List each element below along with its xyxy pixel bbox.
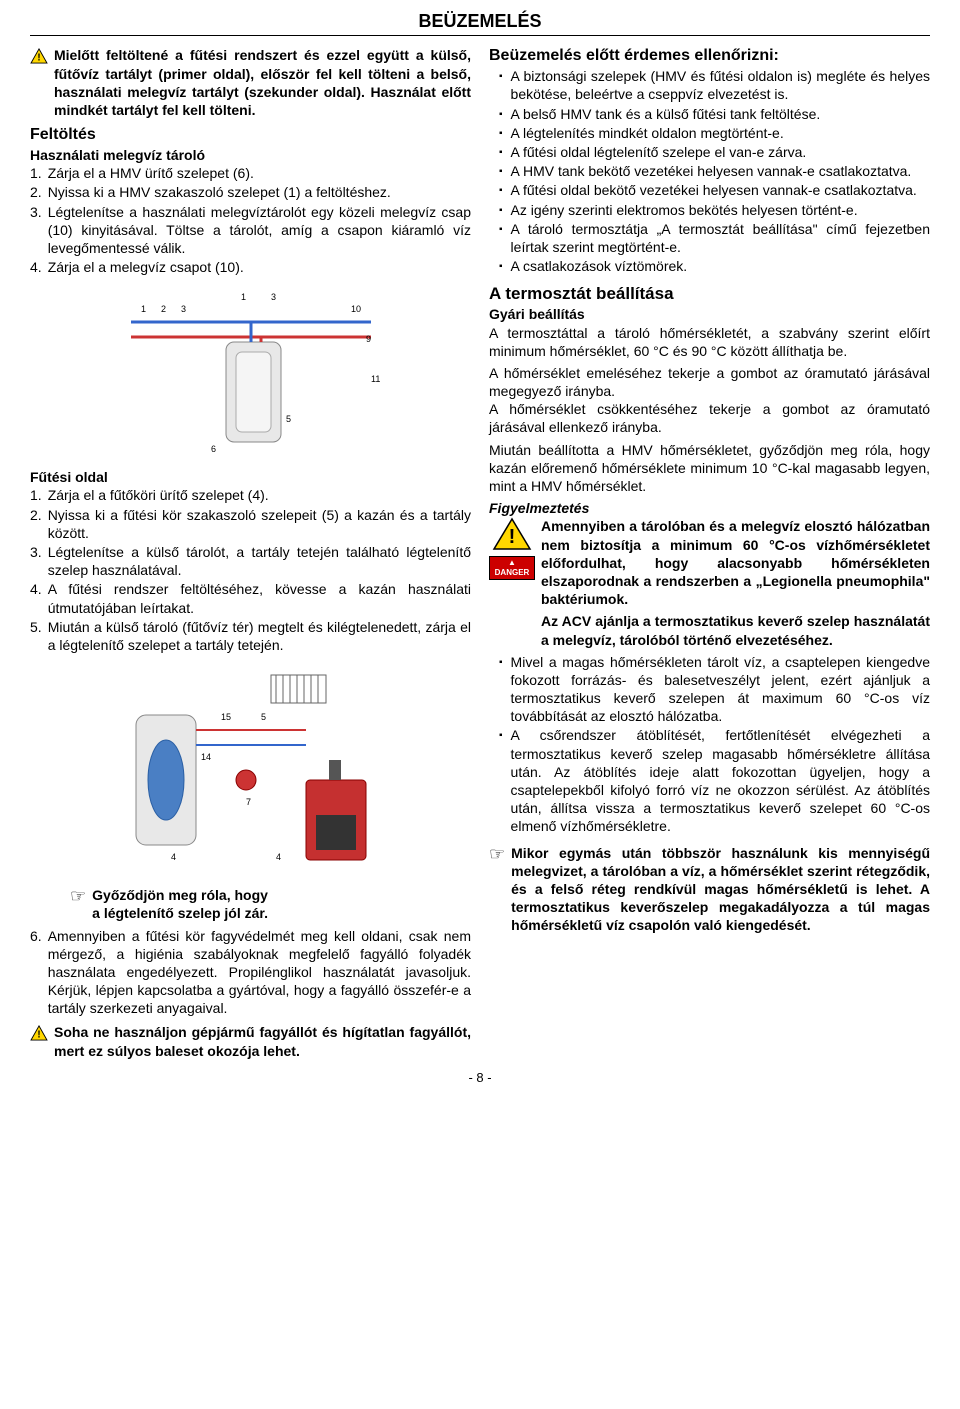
after-set-text: Miután beállította a HMV hőmérsékletet, … [489,441,930,496]
right-column: Beüzemelés előtt érdemes ellenőrizni: A … [489,40,930,1059]
hmv-step: Zárja el a HMV ürítő szelepet (6). [48,164,254,182]
lower-text: A hőmérséklet csökkentéséhez tekerje a g… [489,400,930,436]
check-item: A biztonsági szelepek (HMV és fűtési old… [511,67,930,103]
danger-icon: ! ▲ DANGER [489,517,535,580]
check-item: Az igény szerinti elektromos bekötés hel… [511,201,930,219]
hmv-step: Nyissa ki a HMV szakaszoló szelepet (1) … [48,183,391,201]
page-title: BEÜZEMELÉS [30,10,930,36]
heading-hmv: Használati melegvíz tároló [30,146,471,164]
checklist: A biztonsági szelepek (HMV és fűtési old… [489,67,930,275]
hmv-steps: 1.Zárja el a HMV ürítő szelepet (6). 2.N… [30,164,471,276]
factory-text: A termosztáttal a tároló hőmérsékletét, … [489,324,930,360]
svg-text:5: 5 [286,414,291,424]
check-item: A HMV tank bekötő vezetékei helyesen van… [511,162,930,180]
raise-text: A hőmérséklet emeléséhez tekerje a gombo… [489,364,930,400]
step6-list: 6.Amennyiben a fűtési kör fagyvédelmét m… [30,927,471,1018]
step6-text: Amennyiben a fűtési kör fagyvédelmét meg… [48,927,471,1018]
acv-text: Az ACV ajánlja a termosztatikus keverő s… [541,612,930,648]
danger-block: ! ▲ DANGER Amennyiben a tárolóban és a m… [489,517,930,648]
warning-icon: ! [30,1025,48,1041]
hmv-step: Légtelenítse a használati melegvíztároló… [48,203,471,258]
svg-text:7: 7 [246,797,251,807]
svg-text:15: 15 [221,712,231,722]
svg-text:3: 3 [271,292,276,302]
vent-note: ☞ Győződjön meg róla, hogy a légtelenítő… [70,886,471,922]
hand-icon: ☞ [489,845,505,863]
antifreeze-warning-text: Soha ne használjon gépjármű fagyállót és… [54,1023,471,1059]
hmv-step: Zárja el a melegvíz csapot (10). [48,258,244,276]
svg-text:4: 4 [171,852,176,862]
legionella-text: Amennyiben a tárolóban és a melegvíz elo… [541,517,930,608]
svg-text:11: 11 [371,374,380,384]
hand-icon: ☞ [70,887,86,922]
svg-text:3: 3 [181,304,186,314]
svg-text:!: ! [37,1030,40,1041]
svg-text:1: 1 [141,304,146,314]
danger-label: ▲ DANGER [489,556,535,581]
check-item: A fűtési oldal légtelenítő szelepe el va… [511,143,930,161]
heating-step: Miután a külső tároló (fűtővíz tér) megt… [48,618,471,654]
heading-heating: Fűtési oldal [30,468,471,486]
heading-checklist: Beüzemelés előtt érdemes ellenőrizni: [489,46,930,67]
heading-factory: Gyári beállítás [489,305,930,323]
svg-text:9: 9 [366,334,371,344]
heating-step: Zárja el a fűtőköri ürítő szelepet (4). [48,486,269,504]
check-item: A csatlakozások víztömörek. [511,257,930,275]
check-item: A belső HMV tank és a külső fűtési tank … [511,105,930,123]
antifreeze-warning: ! Soha ne használjon gépjármű fagyállót … [30,1023,471,1059]
heating-step: Nyissa ki a fűtési kör szakaszoló szelep… [48,506,471,542]
svg-text:!: ! [509,526,516,548]
heading-warn: Figyelmeztetés [489,499,930,517]
heating-steps: 1.Zárja el a fűtőköri ürítő szelepet (4)… [30,486,471,654]
safety-item: A csőrendszer átöblítését, fertőtlenítés… [511,726,930,835]
page-number: - 8 - [30,1070,930,1087]
left-column: ! Mielőtt feltöltené a fűtési rendszert … [30,40,471,1059]
final-note: ☞ Mikor egymás után többször használunk … [489,844,930,935]
heating-step: Légtelenítse a külső tárolót, a tartály … [48,543,471,579]
intro-warning: ! Mielőtt feltöltené a fűtési rendszert … [30,46,471,119]
svg-text:5: 5 [261,712,266,722]
check-item: A tároló termosztátja „A termosztát beál… [511,220,930,256]
heating-step: A fűtési rendszer feltöltéséhez, kövesse… [48,580,471,616]
svg-text:1: 1 [241,292,246,302]
svg-text:2: 2 [161,304,166,314]
two-column-layout: ! Mielőtt feltöltené a fűtési rendszert … [30,40,930,1059]
intro-text: Mielőtt feltöltené a fűtési rendszert és… [54,46,471,119]
svg-text:!: ! [37,53,40,64]
vent-note-line2: a légtelenítő szelep jól zár. [92,904,268,922]
final-note-text: Mikor egymás után többször használunk ki… [511,844,930,935]
heading-thermostat: A termosztát beállítása [489,283,930,305]
diagram-heating: 15 5 14 7 4 4 [111,660,391,880]
check-item: A légtelenítés mindkét oldalon megtörtén… [511,124,930,142]
svg-text:6: 6 [211,444,216,454]
svg-text:4: 4 [276,852,281,862]
heading-filling: Feltöltés [30,125,471,146]
check-item: A fűtési oldal bekötő vezetékei helyesen… [511,181,930,199]
safety-bullets: Mivel a magas hőmérsékleten tárolt víz, … [489,653,930,836]
warning-icon: ! [30,48,48,64]
svg-text:14: 14 [201,752,211,762]
diagram-hmv: 1 2 3 1 3 10 9 11 5 6 [111,282,391,462]
safety-item: Mivel a magas hőmérsékleten tárolt víz, … [511,653,930,726]
vent-note-line1: Győződjön meg róla, hogy [92,886,268,904]
svg-text:10: 10 [351,304,361,314]
